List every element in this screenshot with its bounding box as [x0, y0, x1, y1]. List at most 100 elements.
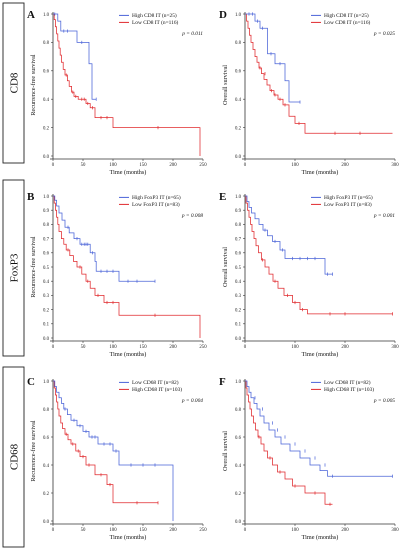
row-label-cd8: CD8: [2, 2, 25, 164]
row-label-box: [2, 366, 25, 548]
row-label-box: [2, 179, 25, 357]
x-tick-label: 50: [81, 163, 86, 168]
legend-label-blue: High FoxP3 IT (n=65): [324, 194, 373, 201]
x-tick-label: 200: [169, 163, 177, 168]
x-tick-label: 50: [81, 345, 86, 350]
panel-b: B 0.0 0.1 0.2 0.3 0.4 0.5 0.6 0.7 0.8 0.9 1.0 0 50 100…: [27, 191, 207, 358]
y-axis-title: Recurrence-free survival: [30, 236, 37, 298]
y-axis-title: Overall survival: [222, 65, 229, 105]
x-tick-label: 200: [341, 163, 349, 168]
y-tick-label: 0.4: [235, 98, 242, 103]
row-label-foxp3: FoxP3: [2, 179, 25, 357]
x-tick-label: 300: [391, 528, 399, 533]
km-curve-red: [245, 13, 393, 134]
x-tick-label: 150: [139, 528, 147, 533]
km-curve-blue: [245, 195, 333, 275]
legend-label-blue: High CD8 IT (n=25): [324, 12, 369, 19]
x-axis-title: Time (months): [302, 169, 339, 176]
p-value: p = 0.025: [373, 31, 395, 37]
x-axis-title: Time (months): [110, 534, 147, 541]
y-tick-label: 0.8: [43, 408, 50, 413]
x-axis-title: Time (months): [110, 351, 147, 358]
y-tick-label: 0.9: [43, 209, 50, 214]
p-value: p = 0.005: [373, 398, 395, 404]
panel-f: F 0.0 0.2 0.4 0.6 0.8 1.0 0 100 200 300 Time (month…: [219, 376, 399, 541]
x-tick-label: 150: [139, 163, 147, 168]
x-tick-label: 100: [109, 345, 117, 350]
x-tick-label: 200: [341, 345, 349, 350]
x-tick-label: 300: [391, 163, 399, 168]
km-curve-blue: [245, 13, 300, 103]
x-tick-label: 100: [291, 528, 299, 533]
y-tick-label: 0.4: [235, 280, 242, 285]
panel-label: C: [27, 376, 35, 388]
panel-label: B: [27, 191, 35, 203]
legend-label-red: High CD68 IT (n=103): [324, 386, 374, 393]
y-tick-label: 0.6: [235, 436, 242, 441]
y-tick-label: 0.1: [235, 323, 242, 328]
y-tick-label: 0.2: [235, 308, 242, 313]
p-value: p = 0.008: [181, 213, 203, 219]
x-tick-label: 0: [244, 345, 247, 350]
y-tick-label: 0.2: [235, 126, 242, 131]
km-curve-red: [53, 380, 158, 504]
y-tick-label: 1.0: [43, 13, 50, 18]
panel-label: E: [219, 191, 226, 203]
km-curve-red: [53, 13, 201, 156]
y-tick-label: 0.7: [235, 237, 242, 242]
x-tick-label: 0: [52, 528, 55, 533]
y-tick-label: 0.6: [43, 436, 50, 441]
y-axis-title: Recurrence-free survival: [30, 420, 37, 482]
x-tick-label: 250: [199, 163, 207, 168]
y-axis-title: Overall survival: [222, 431, 229, 471]
km-curve-blue: [53, 13, 97, 100]
y-axis-title: Overall survival: [222, 247, 229, 287]
x-tick-label: 50: [81, 528, 86, 533]
p-value: p = 0.001: [373, 213, 395, 219]
row-label-text: CD8: [9, 72, 21, 93]
y-tick-label: 0.0: [43, 155, 50, 160]
y-tick-label: 0.3: [235, 294, 242, 299]
x-tick-label: 100: [109, 163, 117, 168]
y-tick-label: 0.0: [43, 337, 50, 342]
y-axis-title: Recurrence-free survival: [30, 54, 37, 116]
y-tick-label: 0.0: [235, 520, 242, 525]
x-tick-label: 200: [169, 345, 177, 350]
km-curve-blue: [245, 380, 393, 477]
panel-e: E 0.0 0.1 0.2 0.3 0.4 0.5 0.6 0.7 0.8 0.9 1.0 0 100 20…: [219, 191, 399, 358]
km-curve-blue: [53, 195, 155, 282]
p-value: p = 0.004: [181, 398, 203, 404]
y-tick-label: 1.0: [235, 380, 242, 385]
x-tick-label: 200: [341, 528, 349, 533]
km-curve-red: [245, 380, 333, 505]
row-label-text: FoxP3: [9, 253, 21, 282]
x-tick-label: 0: [244, 528, 247, 533]
y-tick-label: 0.3: [43, 294, 50, 299]
x-tick-label: 0: [52, 163, 55, 168]
y-tick-label: 0.6: [43, 252, 50, 257]
panel-c: C 0.0 0.2 0.4 0.6 0.8 1.0 0 50 100 150 200 250 Time (…: [27, 376, 207, 541]
y-tick-label: 0.6: [235, 70, 242, 75]
x-tick-label: 100: [291, 345, 299, 350]
y-tick-label: 0.0: [235, 155, 242, 160]
km-curve-red: [53, 195, 201, 338]
y-tick-label: 0.2: [43, 492, 50, 497]
y-tick-label: 0.8: [43, 41, 50, 46]
y-tick-label: 0.4: [43, 464, 50, 469]
y-tick-label: 1.0: [235, 195, 242, 200]
legend-label-blue: Low CD68 IT (n=82): [132, 379, 179, 386]
p-value: p = 0.011: [181, 31, 203, 37]
x-axis-title: Time (months): [302, 351, 339, 358]
y-tick-label: 0.6: [235, 252, 242, 257]
panel-label: F: [219, 376, 226, 388]
panel-label: D: [219, 9, 227, 21]
y-tick-label: 0.5: [235, 266, 242, 271]
x-tick-label: 200: [169, 528, 177, 533]
legend-label-red: High CD68 IT (n=103): [132, 386, 182, 393]
panel-a: A 0.0 0.2 0.4 0.6 0.8 1.0 0 50 100 150 200 250 Time (…: [27, 9, 207, 176]
km-curve-red: [245, 195, 393, 315]
y-tick-label: 0.5: [43, 266, 50, 271]
panel-label: A: [27, 9, 35, 21]
y-tick-label: 0.4: [43, 98, 50, 103]
x-tick-label: 0: [52, 345, 55, 350]
